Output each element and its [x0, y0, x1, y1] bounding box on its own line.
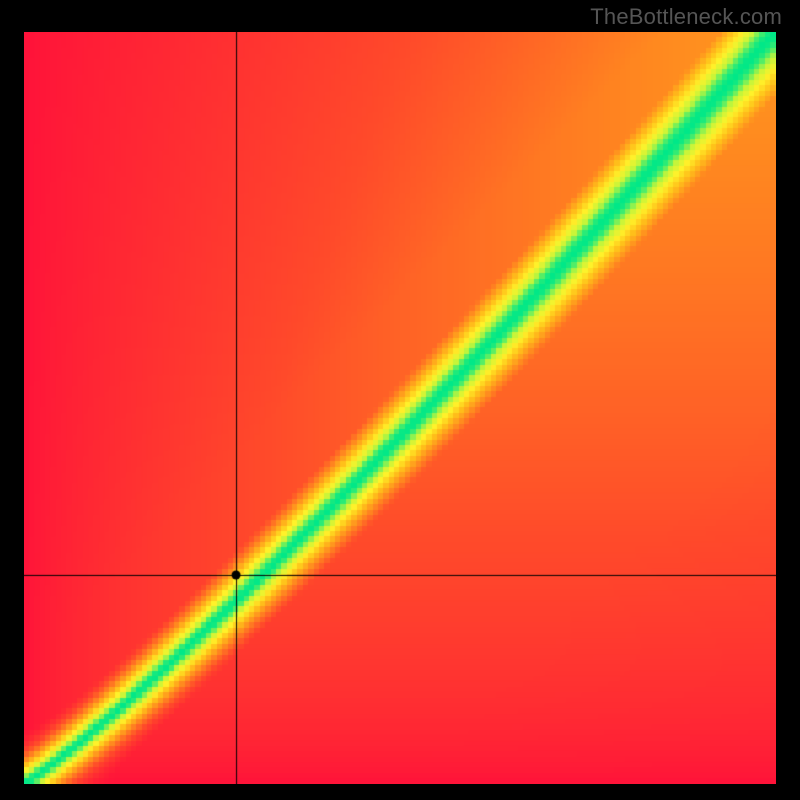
chart-container: TheBottleneck.com: [0, 0, 800, 800]
bottleneck-heatmap: [24, 32, 776, 784]
watermark-text: TheBottleneck.com: [590, 4, 782, 30]
